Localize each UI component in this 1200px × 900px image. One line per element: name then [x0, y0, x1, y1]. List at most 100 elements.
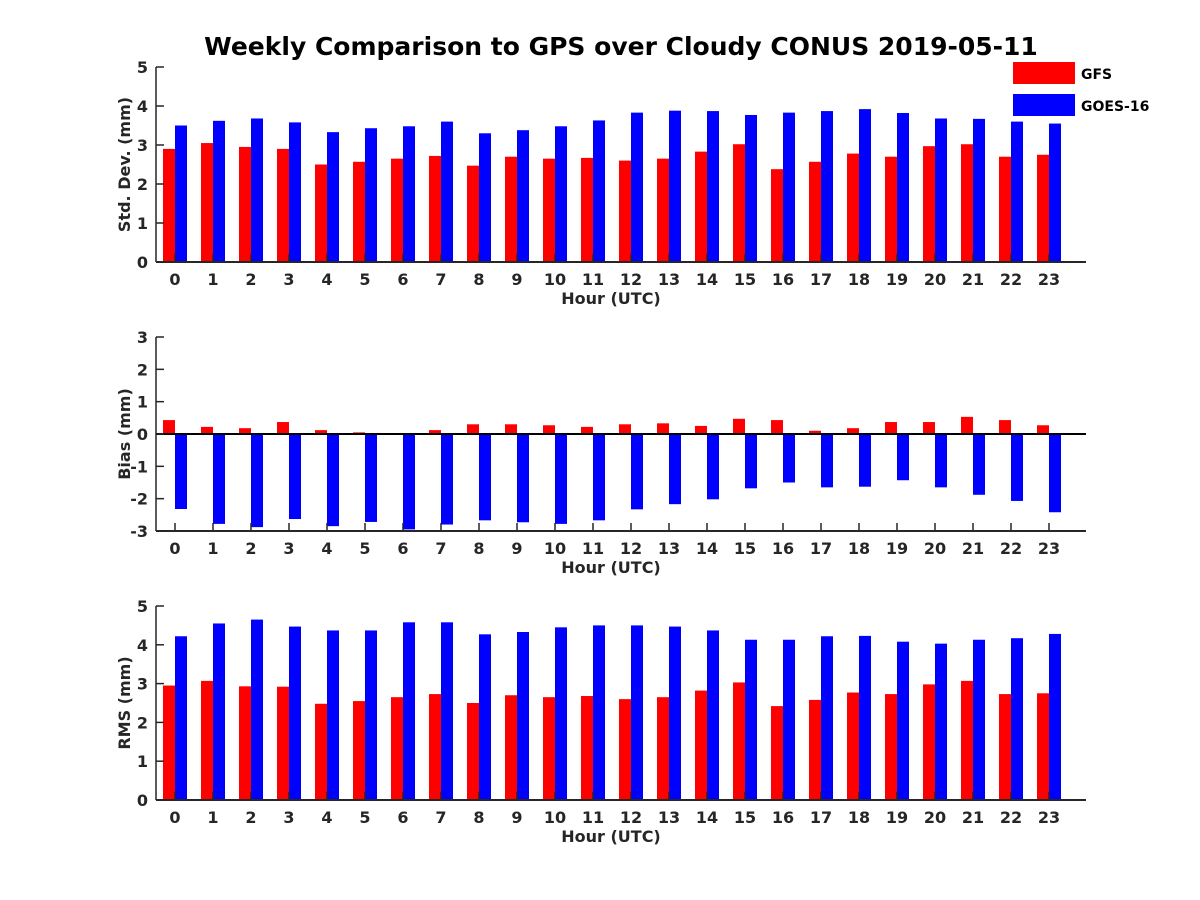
bias-x-tick-label: 20 [924, 539, 946, 558]
bias-y-axis-label: Bias (mm) [115, 388, 134, 480]
rms-y-tick-label: 3 [137, 675, 148, 694]
rms-bar-goes-16-19 [897, 641, 909, 800]
std-dev-bar-gfs-13 [657, 158, 669, 262]
bias-bar-gfs-14 [695, 425, 707, 434]
bias-bar-goes-16-22 [1011, 434, 1023, 501]
bias-bar-goes-16-11 [593, 434, 605, 521]
std-dev-y-tick-label: 5 [137, 58, 148, 77]
bias-x-tick-label: 19 [886, 539, 908, 558]
bias-bar-gfs-13 [657, 423, 669, 434]
std-dev-x-tick-label: 21 [962, 270, 984, 289]
rms-bar-gfs-6 [391, 697, 403, 800]
std-dev-bar-goes-16-11 [593, 120, 605, 263]
std-dev-bar-goes-16-18 [859, 109, 871, 263]
std-dev-y-tick-label: 3 [137, 136, 148, 155]
std-dev-x-tick-label: 22 [1000, 270, 1022, 289]
rms-x-tick-label: 2 [245, 808, 256, 827]
bias-bar-gfs-2 [239, 428, 251, 434]
bias-bar-gfs-18 [847, 428, 859, 434]
std-dev-bar-gfs-12 [619, 160, 631, 262]
rms-x-tick-label: 9 [511, 808, 522, 827]
bias-bar-goes-16-0 [175, 434, 187, 510]
rms-x-tick-label: 8 [473, 808, 484, 827]
rms-bar-gfs-3 [277, 686, 289, 800]
std-dev-y-axis-label: Std. Dev. (mm) [115, 97, 134, 232]
std-dev-y-tick-label: 1 [137, 214, 148, 233]
rms-bar-goes-16-16 [783, 639, 795, 800]
std-dev-x-tick-label: 4 [321, 270, 332, 289]
legend-label-gfs: GFS [1081, 67, 1112, 83]
std-dev-bar-goes-16-0 [175, 125, 187, 262]
bias-bar-goes-16-15 [745, 434, 757, 489]
std-dev-bar-gfs-15 [733, 144, 745, 262]
std-dev-bar-gfs-3 [277, 148, 289, 262]
legend-label-goes-16: GOES-16 [1081, 99, 1149, 115]
rms-bar-goes-16-22 [1011, 638, 1023, 800]
bias-x-tick-label: 1 [207, 539, 218, 558]
bias-bar-goes-16-17 [821, 434, 833, 488]
rms-bar-gfs-8 [467, 703, 479, 800]
rms-x-tick-label: 23 [1038, 808, 1060, 827]
std-dev-bar-gfs-10 [543, 158, 555, 262]
rms-x-tick-label: 15 [734, 808, 756, 827]
bias-x-tick-label: 3 [283, 539, 294, 558]
bias-bar-goes-16-13 [669, 434, 681, 505]
bias-x-tick-label: 21 [962, 539, 984, 558]
std-dev-x-tick-label: 7 [435, 270, 446, 289]
rms-bar-gfs-11 [581, 696, 593, 800]
rms-bar-goes-16-14 [707, 630, 719, 800]
bias-bar-goes-16-2 [251, 434, 263, 528]
std-dev-bar-goes-16-19 [897, 113, 909, 263]
rms-bar-goes-16-3 [289, 626, 301, 800]
rms-x-tick-label: 0 [169, 808, 180, 827]
rms-bar-goes-16-9 [517, 631, 529, 800]
rms-x-tick-label: 14 [696, 808, 718, 827]
std-dev-x-tick-label: 3 [283, 270, 294, 289]
std-dev-bar-gfs-16 [771, 169, 783, 262]
std-dev-x-tick-label: 18 [848, 270, 870, 289]
bias-x-tick-label: 23 [1038, 539, 1060, 558]
rms-bar-goes-16-23 [1049, 633, 1061, 800]
std-dev-bar-goes-16-20 [935, 118, 947, 262]
rms-bar-gfs-0 [163, 685, 175, 800]
rms-bar-goes-16-4 [327, 630, 339, 800]
rms-y-tick-label: 2 [137, 713, 148, 732]
rms-bar-goes-16-21 [973, 639, 985, 800]
rms-bar-gfs-1 [201, 680, 213, 800]
bias-bar-goes-16-5 [365, 434, 377, 522]
std-dev-bar-gfs-0 [163, 148, 175, 262]
bias-bar-gfs-21 [961, 416, 973, 434]
bias-x-tick-label: 11 [582, 539, 604, 558]
rms-bar-goes-16-17 [821, 636, 833, 800]
bias-bar-goes-16-4 [327, 434, 339, 527]
rms-bar-gfs-13 [657, 697, 669, 800]
bias-bar-gfs-0 [163, 420, 175, 434]
std-dev-x-tick-label: 5 [359, 270, 370, 289]
std-dev-x-tick-label: 0 [169, 270, 180, 289]
bias-bar-gfs-8 [467, 424, 479, 434]
std-dev-y-tick-label: 2 [137, 175, 148, 194]
std-dev-bar-goes-16-7 [441, 121, 453, 262]
rms-bar-gfs-20 [923, 684, 935, 800]
rms-x-tick-label: 6 [397, 808, 408, 827]
bias-x-tick-label: 22 [1000, 539, 1022, 558]
bias-bar-gfs-9 [505, 424, 517, 434]
rms-x-tick-label: 10 [544, 808, 566, 827]
std-dev-bar-goes-16-8 [479, 133, 491, 262]
rms-x-axis-label: Hour (UTC) [561, 827, 661, 846]
rms-y-tick-label: 5 [137, 597, 148, 616]
std-dev-bar-gfs-6 [391, 158, 403, 262]
rms-bar-gfs-19 [885, 694, 897, 800]
bias-bar-goes-16-12 [631, 434, 643, 510]
rms-y-tick-label: 4 [137, 636, 148, 655]
bias-x-tick-label: 6 [397, 539, 408, 558]
rms-bar-goes-16-13 [669, 626, 681, 800]
std-dev-x-tick-label: 6 [397, 270, 408, 289]
rms-bar-goes-16-11 [593, 625, 605, 800]
bias-bar-goes-16-7 [441, 434, 453, 525]
std-dev-x-tick-label: 10 [544, 270, 566, 289]
rms-bar-goes-16-8 [479, 634, 491, 800]
